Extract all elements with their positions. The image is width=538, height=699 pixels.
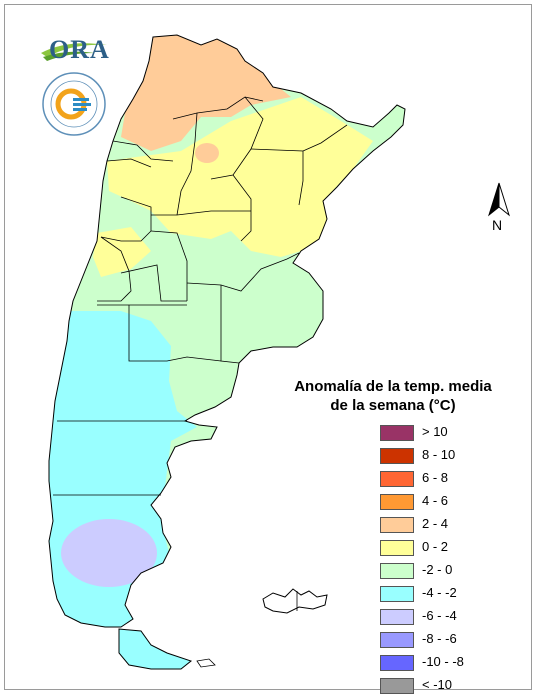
- legend-item: 0 - 2: [380, 538, 520, 561]
- ora-logo-text: ORA: [49, 35, 110, 64]
- legend-swatch: [380, 563, 414, 579]
- legend-item: 6 - 8: [380, 469, 520, 492]
- legend-swatch: [380, 655, 414, 671]
- legend-title: Anomalía de la temp. media de la semana …: [273, 377, 513, 415]
- tierra-del-fuego: [118, 628, 216, 670]
- legend-label: -6 - -4: [422, 608, 457, 623]
- ora-logo-swoosh: [41, 43, 107, 61]
- legend-item: -4 - -2: [380, 584, 520, 607]
- smn-seal-logo: [42, 72, 106, 136]
- malvinas-islands: [262, 588, 328, 614]
- legend-label: -10 - -8: [422, 654, 464, 669]
- legend-item: -6 - -4: [380, 607, 520, 630]
- legend-label: 6 - 8: [422, 470, 449, 485]
- legend-swatch: [380, 494, 414, 510]
- legend-swatch: [380, 471, 414, 487]
- legend-title-line2: de la semana (°C): [330, 397, 456, 414]
- legend-swatch: [380, 632, 414, 648]
- legend-label: -4 - -2: [422, 585, 457, 600]
- legend-swatch: [380, 540, 414, 556]
- legend-swatch: [380, 678, 414, 694]
- legend-item: -2 - 0: [380, 561, 520, 584]
- map-frame: ORA N Anomalía de la temp. media de la s…: [4, 4, 532, 694]
- legend-swatch: [380, 425, 414, 441]
- legend-label: 2 - 4: [422, 516, 449, 531]
- north-label: N: [492, 217, 503, 233]
- legend-item: > 10: [380, 423, 520, 446]
- argentina-anomaly-map: [48, 34, 406, 670]
- legend-item: 8 - 10: [380, 446, 520, 469]
- province-boundaries: [53, 96, 348, 496]
- zone-0-2-north: [107, 97, 373, 257]
- legend-title-line1: Anomalía de la temp. media: [294, 378, 492, 395]
- legend-label: > 10: [422, 424, 448, 439]
- legend: > 10 8 - 10 6 - 8 4 - 6 2 - 4 0 - 2 -2 - 0 -4 -…: [380, 423, 520, 699]
- legend-swatch: [380, 448, 414, 464]
- legend-label: 8 - 10: [422, 447, 456, 462]
- zone-0-2-cuyo: [93, 227, 151, 277]
- legend-item: -8 - -6: [380, 630, 520, 653]
- legend-swatch: [380, 586, 414, 602]
- legend-label: -2 - 0: [422, 562, 453, 577]
- legend-item: 2 - 4: [380, 515, 520, 538]
- zone-minus6-minus4: [61, 519, 157, 587]
- legend-label: 0 - 2: [422, 539, 449, 554]
- legend-item: -10 - -8: [380, 653, 520, 676]
- legend-label: < -10: [422, 677, 452, 692]
- north-arrow-icon: [488, 182, 510, 217]
- zone-2-4-spot: [195, 143, 219, 163]
- legend-label: 4 - 6: [422, 493, 449, 508]
- legend-swatch: [380, 517, 414, 533]
- legend-label: -8 - -6: [422, 631, 457, 646]
- legend-item: < -10: [380, 676, 520, 699]
- legend-item: 4 - 6: [380, 492, 520, 515]
- legend-swatch: [380, 609, 414, 625]
